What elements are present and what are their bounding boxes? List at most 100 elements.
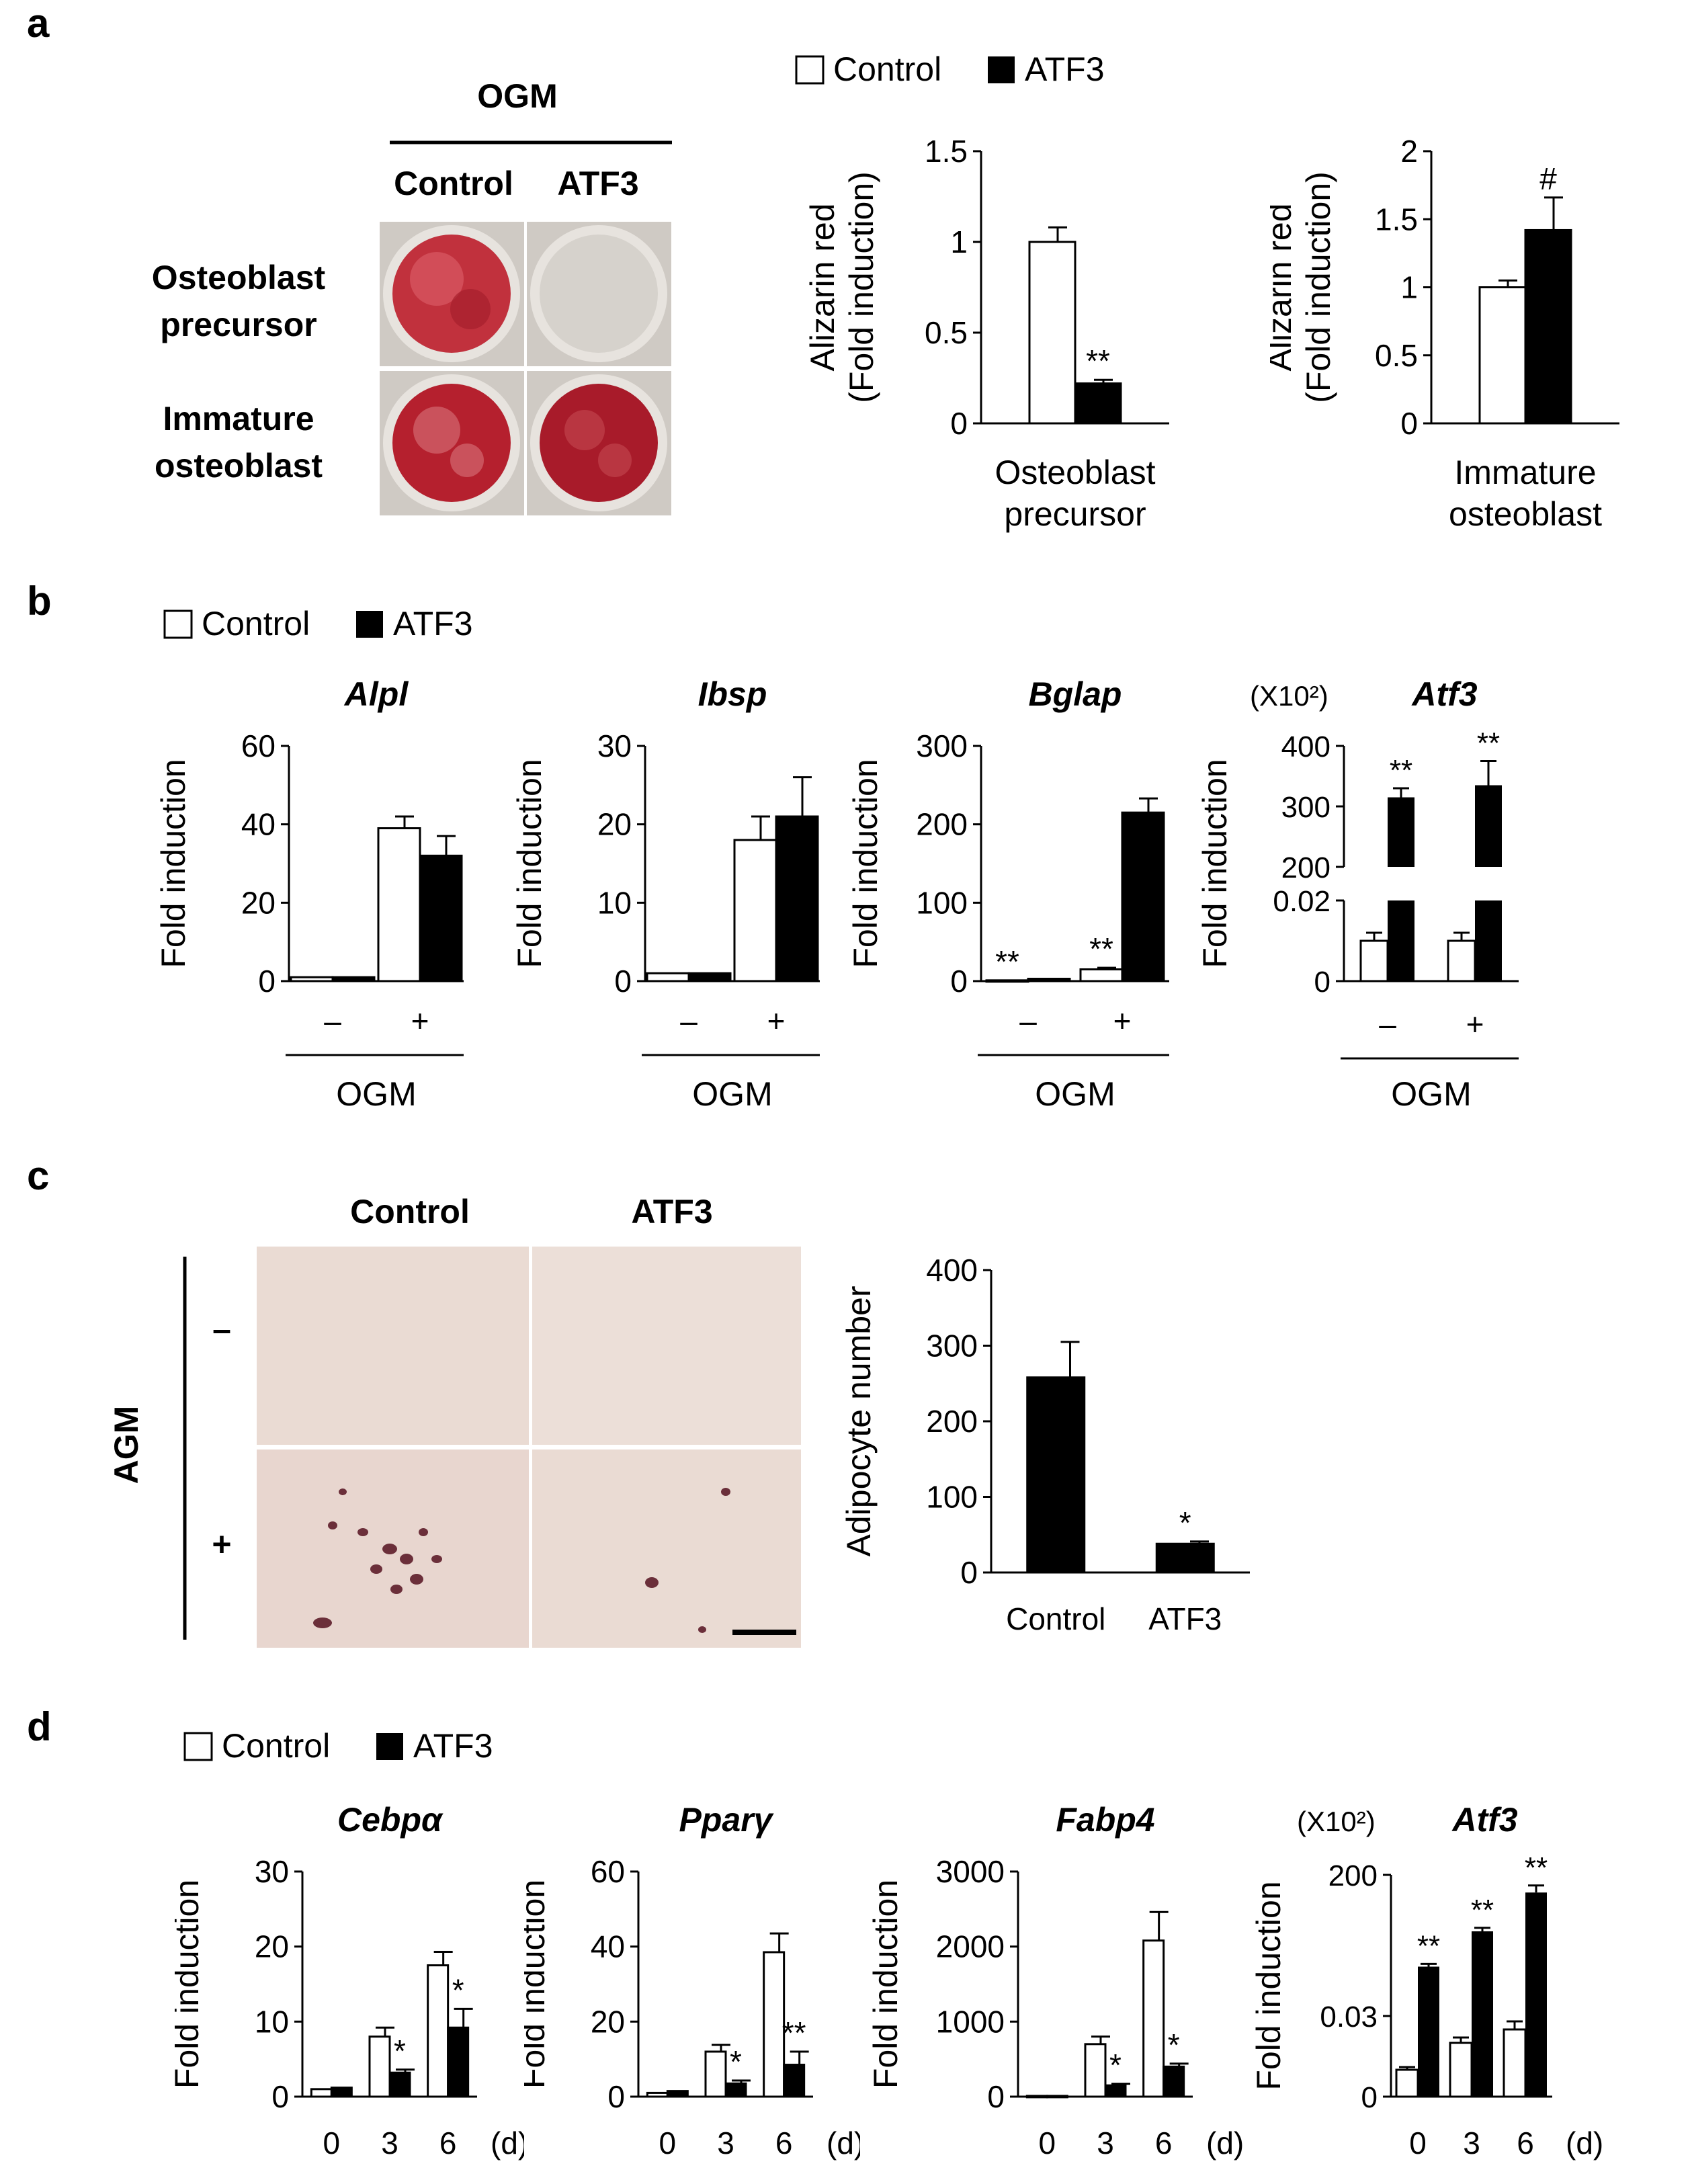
bar <box>775 815 819 982</box>
row-label-precursor-1: Osteoblast <box>152 259 326 296</box>
scale-bar <box>732 1630 796 1635</box>
y-tick-label: 300 <box>916 728 968 763</box>
panel-letter-a: a <box>27 1 50 46</box>
significance-mark: * <box>1168 2027 1180 2062</box>
category-label: 0 <box>1039 2126 1056 2160</box>
y-tick-label: 2000 <box>936 1929 1005 1964</box>
chart-a-immature-osteoblast: 0 0.5 1 1.5 2 Alizarin red (Fold induction) # Im… <box>1270 134 1619 533</box>
category-label: 6 <box>439 2126 457 2160</box>
bar <box>377 827 421 982</box>
y-tick-label: 1 <box>1400 270 1418 305</box>
y-tick-label: 0 <box>1400 406 1418 441</box>
category-label: Control <box>1006 1601 1105 1636</box>
y-tick-label: 20 <box>597 807 632 842</box>
category-label: 6 <box>1517 2126 1534 2160</box>
unit-label: (d) <box>491 2126 524 2160</box>
bar <box>1155 1542 1215 1574</box>
bar <box>1104 2084 1127 2098</box>
chart-title: Atf3 <box>1451 1801 1517 1839</box>
col-label-atf3: ATF3 <box>557 165 638 202</box>
y-tick-label: 100 <box>916 885 968 920</box>
scale-note: (X10²) <box>1297 1806 1376 1837</box>
unit-label: (d) <box>1566 2126 1603 2160</box>
y-tick-label: 40 <box>241 807 276 842</box>
bar <box>1163 2065 1185 2098</box>
panel-letter-c: c <box>27 1153 50 1198</box>
y-tick-label: 30 <box>255 1854 289 1889</box>
y-axis-label: Fold induction <box>847 759 884 968</box>
significance-mark: * <box>1109 2048 1122 2083</box>
category-label: 3 <box>381 2126 398 2160</box>
y-tick-label: 0.02 <box>1273 885 1330 918</box>
chart-d-fabp4: 0 1000 2000 3000 Fold induction Fabp4 0 * 3 * 6 (d) <box>867 1801 1243 2160</box>
significance-mark: ** <box>1086 343 1110 378</box>
bar <box>330 2087 353 2098</box>
category-label: osteoblast <box>1449 495 1602 533</box>
bar <box>783 2064 806 2098</box>
c-col-label-atf3: ATF3 <box>631 1193 712 1230</box>
bar <box>1449 2042 1473 2098</box>
row-label-immature-2: osteoblast <box>155 447 323 485</box>
category-label: + <box>1113 1003 1132 1038</box>
y-tick-label: 60 <box>591 1854 625 1889</box>
micrograph-control-minus <box>257 1247 529 1445</box>
bar <box>724 2082 747 2098</box>
chart-title: Bglap <box>1029 675 1122 713</box>
y-tick-label: 40 <box>591 1929 625 1964</box>
y-tick-label: 10 <box>255 2004 289 2039</box>
chart-c-adipocyte-number: 0 100 200 300 400 Adipocyte number Control * ATF… <box>840 1253 1250 1636</box>
bar <box>1503 2028 1527 2098</box>
category-label: + <box>767 1003 786 1038</box>
chart-a-osteoblast-precursor: 0 0.5 1 1.5 Alizarin red (Fold induction) ** Os… <box>804 134 1169 533</box>
y-axis-label: Fold induction <box>1196 759 1234 968</box>
well-precursor-atf3 <box>527 222 671 366</box>
bar-upper <box>1472 1931 1493 2016</box>
bar <box>419 854 463 982</box>
group-label: OGM <box>1035 1075 1115 1113</box>
bar <box>1359 939 1389 982</box>
bar <box>704 2050 727 2098</box>
significance-mark: ** <box>995 944 1019 979</box>
category-label: – <box>680 1003 698 1038</box>
bar <box>666 2090 689 2098</box>
category-label: – <box>1019 1003 1037 1038</box>
unit-label: (d) <box>1206 2126 1243 2160</box>
category-label: 3 <box>1463 2126 1480 2160</box>
well-immature-atf3 <box>527 371 671 515</box>
chart-b-alpl: 0 20 40 60 Fold induction Alpl – + OGM <box>155 675 464 1113</box>
y-axis-label: (Fold induction) <box>843 171 880 403</box>
legend-panel-b: Control ATF3 <box>163 605 473 642</box>
category-label: 3 <box>717 2126 734 2160</box>
y-tick-label: 0 <box>960 1555 978 1590</box>
y-tick-label: 60 <box>241 728 276 763</box>
legend-atf3-label: ATF3 <box>1025 50 1105 88</box>
legend-control-swatch <box>163 610 193 639</box>
category-label: 3 <box>1097 2126 1114 2160</box>
bar <box>310 2088 333 2098</box>
legend-atf3-swatch <box>356 611 383 638</box>
y-tick-label: 0.5 <box>1375 338 1418 373</box>
y-axis-label: Fold induction <box>155 759 192 968</box>
y-tick-label: 0 <box>950 406 968 441</box>
significance-mark: ** <box>1390 754 1412 787</box>
category-label: precursor <box>1004 495 1146 533</box>
significance-mark: ** <box>782 2015 806 2050</box>
y-axis-label: Fold induction <box>511 759 548 968</box>
bar-lower <box>1388 900 1414 981</box>
y-axis-label: Adipocyte number <box>840 1286 878 1556</box>
adipocyte-cluster <box>313 1488 730 1633</box>
y-tick-label: 300 <box>1281 791 1330 824</box>
bar-lower <box>1525 2016 1547 2097</box>
y-tick-label: 0 <box>271 2079 289 2114</box>
bar <box>1524 228 1572 425</box>
chart-title: Fabp4 <box>1056 1801 1154 1839</box>
y-tick-label: 0 <box>1361 2081 1378 2114</box>
y-tick-label: 200 <box>1328 1859 1378 1892</box>
significance-mark: ** <box>1471 1894 1494 1927</box>
row-label-precursor-2: precursor <box>160 306 316 343</box>
panel-c-photo-block: Control ATF3 AGM – + <box>108 1193 801 1648</box>
y-axis-label: Alizarin red <box>804 203 841 371</box>
bar <box>447 2026 470 2098</box>
bar <box>427 1964 450 2098</box>
